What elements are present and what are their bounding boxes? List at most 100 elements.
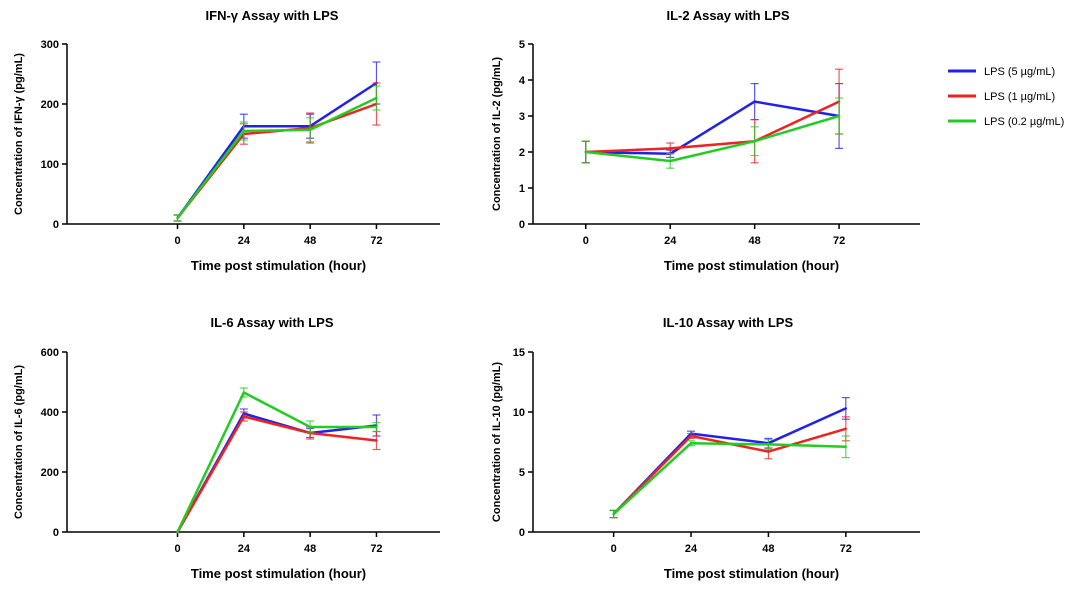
x-tick-label: 24 [238,543,251,555]
series-line [612,441,846,515]
data-point [753,100,756,103]
series-line [176,81,378,219]
series-line [176,96,377,219]
data-point [612,512,615,516]
series-line [585,114,840,163]
x-tick-label: 0 [174,543,180,555]
x-axis-label: Time post stimulation (hour) [664,258,839,273]
series-2 [609,435,850,519]
series-line [585,100,840,156]
y-tick-label: 4 [519,75,526,87]
legend-entry-0: LPS (5 µg/mL) [948,66,1055,78]
chart-title: IL-2 Assay with LPS [666,8,789,23]
data-point [584,150,587,154]
y-tick-label: 300 [41,39,59,51]
x-tick-label: 24 [685,543,698,555]
data-point [242,391,246,394]
data-point [844,445,848,448]
data-point [308,425,312,429]
data-point [176,530,179,534]
y-tick-label: 100 [41,159,59,171]
y-tick-label: 400 [41,407,59,419]
y-tick-label: 10 [513,407,525,419]
x-tick-label: 72 [370,543,382,555]
data-point [242,129,246,133]
data-point [689,434,693,438]
y-tick-label: 200 [41,99,59,111]
data-point [844,427,848,430]
x-tick-label: 0 [174,235,180,247]
y-axis-label: Concentration of IL-10 (pg/mL) [491,362,503,522]
y-tick-label: 2 [519,147,525,159]
y-tick-label: 5 [519,467,525,479]
series-2 [581,97,844,169]
y-tick-label: 5 [519,39,525,51]
data-point [837,114,841,118]
legend-label-0: LPS (5 µg/mL) [984,66,1055,78]
series-2 [176,387,381,534]
x-tick-label: 72 [370,235,382,247]
y-tick-label: 3 [519,111,525,123]
series-0 [609,397,850,519]
data-point [308,128,312,131]
data-point [844,407,848,410]
series-line [612,427,847,515]
series-0 [173,61,381,222]
y-tick-label: 600 [41,347,59,359]
chart-panel-1: IL-2 Assay with LPS 0 1 2 3 4 5 0 24 48 72 Time pos… [491,8,920,273]
data-point [242,415,246,418]
x-tick-label: 48 [304,235,316,247]
legend-label-1: LPS (1 µg/mL) [984,91,1055,103]
chart-panel-2: IL-6 Assay with LPS 0 200 400 600 0 24 48 72 Time… [13,315,440,581]
data-point [669,147,672,150]
x-tick-label: 24 [664,235,677,247]
y-axis-label: Concentration of IL-2 (pg/mL) [491,57,503,211]
x-tick-label: 0 [611,543,617,555]
series-line [612,407,847,515]
x-tick-label: 48 [304,543,316,555]
x-tick-label: 72 [840,543,852,555]
chart-title: IL-6 Assay with LPS [210,315,333,330]
series-1 [173,82,381,222]
data-point [767,450,770,453]
series-1 [609,416,850,519]
x-axis-label: Time post stimulation (hour) [191,566,366,581]
legend-label-2: LPS (0.2 µg/mL) [984,116,1064,128]
y-tick-label: 200 [41,467,59,479]
x-tick-label: 72 [833,235,845,247]
x-axis-label: Time post stimulation (hour) [664,566,839,581]
data-point [375,425,378,429]
data-point [176,216,179,220]
x-tick-label: 0 [583,235,589,247]
chart-title: IFN-γ Assay with LPS [206,8,339,23]
chart-panel-0: IFN-γ Assay with LPS 0 100 200 300 0 24 48 72 Tim… [13,8,440,273]
y-tick-label: 0 [519,527,525,539]
series-line [585,100,840,154]
series-line [176,415,377,533]
x-tick-label: 48 [762,543,774,555]
data-point [375,96,378,100]
data-point [669,159,672,163]
series-line [176,391,377,533]
y-axis-label: Concentration of IFN-γ (pg/mL) [13,53,25,215]
y-tick-label: 1 [519,183,525,195]
series-line [176,412,377,533]
y-axis-label: Concentration of IL-6 (pg/mL) [13,365,25,519]
legend: LPS (5 µg/mL) LPS (1 µg/mL) LPS (0.2 µg/… [948,66,1064,128]
x-tick-label: 48 [749,235,761,247]
y-tick-label: 15 [513,347,525,359]
data-point [689,442,693,445]
y-tick-label: 0 [519,219,525,231]
y-tick-label: 0 [53,527,59,539]
x-tick-label: 24 [238,235,251,247]
legend-entry-2: LPS (0.2 µg/mL) [948,116,1064,128]
legend-entry-1: LPS (1 µg/mL) [948,91,1055,103]
chart-title: IL-10 Assay with LPS [663,315,794,330]
series-line [176,102,377,219]
series-1 [581,68,844,164]
x-axis-label: Time post stimulation (hour) [191,258,366,273]
data-point [767,443,770,446]
